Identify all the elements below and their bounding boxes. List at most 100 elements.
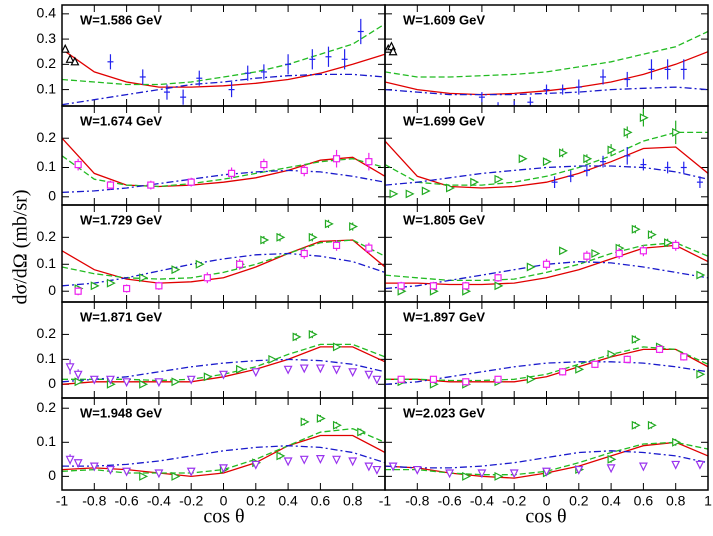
data-point [122, 467, 132, 477]
plot-area [62, 413, 385, 481]
data-point [236, 260, 244, 268]
data-point [518, 154, 528, 164]
model-curve [385, 260, 708, 290]
data-point [583, 154, 593, 164]
data-point [251, 368, 261, 378]
data-point [155, 282, 163, 290]
data-point [405, 189, 415, 199]
data-point [672, 437, 682, 447]
model-curve [385, 140, 708, 189]
y-axis-label: dσ/dΩ (mb/sr) [10, 189, 32, 304]
panel-label: W=1.586 GeV [80, 12, 162, 27]
x-tick-label: -0.6 [438, 493, 462, 509]
x-axis-label: cos θ [203, 506, 244, 528]
y-tick-label: 0 [48, 188, 56, 204]
x-tick-label: 0.8 [666, 493, 686, 509]
data-point [494, 274, 502, 282]
data-point [462, 471, 472, 481]
y-tick-label: 0.1 [37, 80, 57, 96]
data-point [372, 465, 382, 475]
data-point [332, 241, 341, 250]
data-point [615, 249, 623, 258]
data-point [299, 364, 309, 374]
data-point [300, 166, 308, 175]
data-point [494, 174, 504, 184]
x-tick-label: -1 [56, 493, 69, 509]
y-tick-label: 0.1 [37, 255, 57, 271]
data-point [187, 178, 195, 186]
x-tick-label: -0.8 [405, 493, 429, 509]
data-point [219, 370, 228, 380]
data-point [260, 160, 268, 169]
data-point [623, 127, 633, 137]
panel: 0 0.1 0.2 W=1.871 GeV [37, 301, 386, 399]
plot-area [385, 224, 708, 296]
data-point [672, 127, 682, 137]
data-point [276, 232, 286, 242]
data-point [429, 375, 438, 383]
data-point [106, 181, 115, 189]
model-curve [62, 48, 385, 88]
data-point [365, 158, 373, 166]
panel-label: W=1.897 GeV [403, 309, 485, 324]
data-point [559, 368, 567, 376]
data-point [606, 464, 616, 474]
data-point [607, 145, 617, 155]
model-curve [62, 23, 385, 86]
y-tick-label: 0.2 [37, 325, 57, 341]
data-point [429, 282, 438, 290]
data-point [65, 455, 75, 465]
data-point [299, 455, 309, 465]
model-curve [385, 30, 708, 78]
data-point [300, 417, 310, 427]
data-point [680, 353, 688, 361]
data-point [332, 455, 342, 465]
data-point [412, 465, 422, 475]
x-tick-label: 0.4 [278, 493, 298, 509]
data-point [494, 471, 504, 481]
model-curve [385, 165, 708, 186]
data-point [696, 369, 706, 379]
data-point [89, 462, 99, 472]
data-point [494, 281, 504, 291]
data-point [664, 238, 673, 248]
data-point [445, 469, 455, 479]
data-point [509, 469, 519, 479]
data-point [251, 460, 261, 470]
x-tick-label: 0 [543, 493, 551, 509]
data-point [139, 379, 149, 389]
data-point [292, 332, 302, 342]
panel-label: W=2.023 GeV [403, 405, 485, 420]
data-point [397, 375, 405, 383]
x-tick-label: 1 [704, 493, 712, 509]
plot-area [385, 108, 708, 199]
data-point [73, 370, 83, 380]
data-point [348, 457, 358, 467]
model-curve [62, 137, 385, 188]
data-point [388, 462, 398, 472]
data-point [364, 462, 374, 472]
data-point [639, 247, 648, 255]
model-curve [385, 244, 708, 286]
data-point [542, 467, 551, 477]
data-point [332, 342, 342, 352]
panel-label: W=1.729 GeV [80, 212, 162, 227]
panel: -1 -0.8 -0.6 -0.4 -0.2 0 0.2 0.4 0.6 0.8 1 W=2.023 … [379, 397, 712, 509]
data-point [372, 375, 382, 385]
plot-area [62, 18, 385, 106]
data-point [397, 282, 405, 290]
panel: 0 0.1 0.2 -1 -0.8 -0.6 -0.4 -0.2 0 0.2 0.4 0.6 0.8 W=… [37, 397, 386, 509]
panel: W=1.609 GeV [384, 4, 709, 107]
data-point [348, 368, 358, 378]
data-point [171, 471, 181, 481]
data-point [349, 222, 359, 232]
data-point [623, 355, 631, 363]
data-point [105, 465, 115, 475]
data-point [139, 471, 149, 481]
data-point [526, 262, 536, 272]
data-point [332, 155, 341, 163]
data-point [73, 459, 83, 469]
data-point [236, 364, 245, 374]
plot-area [62, 329, 385, 389]
panel: 0 0.1 0.2 W=1.729 GeV [37, 204, 386, 303]
